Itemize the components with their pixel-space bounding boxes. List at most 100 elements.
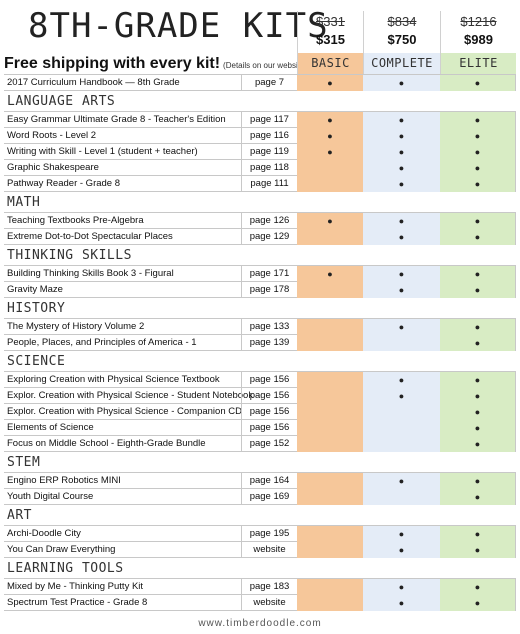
elite-cell: ●	[440, 282, 516, 298]
page-reference: page 129	[241, 229, 297, 245]
included-bullet-icon: ●	[474, 147, 481, 157]
product-name: Mixed by Me - Thinking Putty Kit	[7, 581, 144, 592]
section-header: SCIENCE	[4, 351, 516, 372]
complete-cell	[363, 335, 440, 351]
included-bullet-icon: ●	[398, 269, 405, 279]
complete-cell: ●	[363, 229, 440, 245]
elite-cell: ●	[440, 388, 516, 404]
shipping-banner: Free shipping with every kit! (Details on…	[4, 54, 309, 74]
product-name: You Can Draw Everything	[7, 544, 116, 555]
kit-column-elite: $1216 $989 ELITE	[440, 11, 516, 74]
included-bullet-icon: ●	[327, 147, 333, 157]
elite-cell: ●	[440, 160, 516, 176]
page-reference: page 111	[241, 176, 297, 192]
basic-cell	[297, 160, 363, 176]
table-row: Graphic Shakespeare page 118 ● ●	[4, 160, 516, 176]
complete-cell: ●	[363, 473, 440, 489]
included-bullet-icon: ●	[474, 407, 481, 417]
basic-cell	[297, 372, 363, 388]
page-reference: page 7	[241, 75, 297, 91]
elite-cell: ●	[440, 542, 516, 558]
page-title: 8TH-GRADE KITS	[28, 6, 329, 46]
product-name: Writing with Skill - Level 1 (student + …	[7, 146, 198, 157]
table-row: Extreme Dot-to-Dot Spectacular Places pag…	[4, 229, 516, 245]
elite-cell: ●	[440, 404, 516, 420]
section-header: THINKING SKILLS	[4, 245, 516, 266]
price: $989	[464, 32, 493, 47]
product-name: Word Roots - Level 2	[7, 130, 97, 141]
included-bullet-icon: ●	[398, 232, 405, 242]
page-reference: page 183	[241, 579, 297, 595]
elite-cell: ●	[440, 473, 516, 489]
basic-cell	[297, 420, 363, 436]
page-reference: page 118	[241, 160, 297, 176]
included-bullet-icon: ●	[398, 375, 405, 385]
page-reference: page 171	[241, 266, 297, 282]
kit-table: 2017 Curriculum Handbook — 8th Grade page…	[4, 74, 516, 611]
included-bullet-icon: ●	[327, 115, 333, 125]
complete-cell: ●	[363, 388, 440, 404]
included-bullet-icon: ●	[398, 545, 405, 555]
table-row: Engino ERP Robotics MINI page 164 ● ●	[4, 473, 516, 489]
kit-name: BASIC	[298, 53, 363, 74]
elite-cell: ●	[440, 266, 516, 282]
basic-cell: ●	[297, 266, 363, 282]
page-reference: page 116	[241, 128, 297, 144]
section-title: LEARNING TOOLS	[7, 561, 124, 576]
product-name: Teaching Textbooks Pre-Algebra	[7, 215, 144, 226]
basic-cell	[297, 595, 363, 611]
page-reference: page 156	[241, 372, 297, 388]
elite-cell: ●	[440, 128, 516, 144]
included-bullet-icon: ●	[327, 216, 333, 226]
basic-cell	[297, 335, 363, 351]
product-name: Explor. Creation with Physical Science -…	[7, 406, 242, 417]
table-row: Exploring Creation with Physical Science…	[4, 372, 516, 388]
included-bullet-icon: ●	[327, 78, 333, 88]
elite-cell: ●	[440, 420, 516, 436]
basic-cell	[297, 388, 363, 404]
included-bullet-icon: ●	[398, 216, 405, 226]
elite-cell: ●	[440, 319, 516, 335]
included-bullet-icon: ●	[398, 529, 405, 539]
included-bullet-icon: ●	[474, 423, 481, 433]
product-name: Easy Grammar Ultimate Grade 8 - Teacher'…	[7, 114, 226, 125]
basic-cell	[297, 542, 363, 558]
complete-cell: ●	[363, 282, 440, 298]
page-reference: page 139	[241, 335, 297, 351]
kit-name: ELITE	[441, 53, 516, 74]
included-bullet-icon: ●	[398, 285, 405, 295]
included-bullet-icon: ●	[474, 115, 481, 125]
basic-cell	[297, 489, 363, 505]
elite-cell: ●	[440, 579, 516, 595]
included-bullet-icon: ●	[474, 439, 481, 449]
website-footer: www.timberdoodle.com	[198, 618, 322, 629]
elite-cell: ●	[440, 595, 516, 611]
complete-cell: ●	[363, 319, 440, 335]
basic-cell	[297, 319, 363, 335]
complete-cell: ●	[363, 128, 440, 144]
elite-cell: ●	[440, 112, 516, 128]
page-reference: page 164	[241, 473, 297, 489]
table-row: Archi-Doodle City page 195 ● ●	[4, 526, 516, 542]
included-bullet-icon: ●	[398, 147, 405, 157]
elite-cell: ●	[440, 526, 516, 542]
product-name: 2017 Curriculum Handbook — 8th Grade	[7, 77, 180, 88]
elite-cell: ●	[440, 489, 516, 505]
complete-cell	[363, 404, 440, 420]
page-reference: page 195	[241, 526, 297, 542]
shipping-note: (Details on our website.)	[223, 61, 310, 70]
product-name: Archi-Doodle City	[7, 528, 81, 539]
product-name: Building Thinking Skills Book 3 - Figura…	[7, 268, 174, 279]
header: 8TH-GRADE KITS Free shipping with every …	[0, 0, 520, 92]
included-bullet-icon: ●	[474, 582, 481, 592]
page-reference: page 152	[241, 436, 297, 452]
table-row: Writing with Skill - Level 1 (student + …	[4, 144, 516, 160]
complete-cell: ●	[363, 526, 440, 542]
table-row: Focus on Middle School - Eighth-Grade Bu…	[4, 436, 516, 452]
kit-column-complete: $834 $750 COMPLETE	[363, 11, 440, 74]
table-row: Easy Grammar Ultimate Grade 8 - Teacher'…	[4, 112, 516, 128]
table-row: Gravity Maze page 178 ● ●	[4, 282, 516, 298]
kit-column-basic: $331 $315 BASIC	[297, 11, 363, 74]
section-header: MATH	[4, 192, 516, 213]
included-bullet-icon: ●	[327, 131, 333, 141]
